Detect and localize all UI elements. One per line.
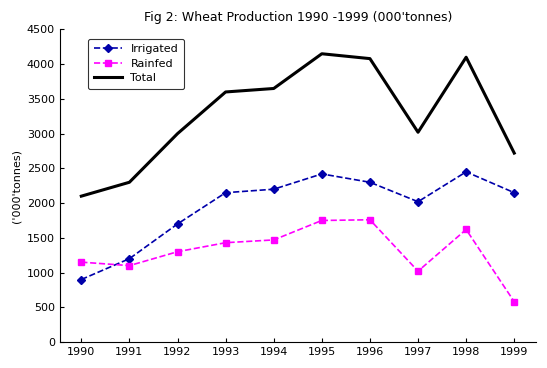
- Irrigated: [270, 187, 277, 191]
- Y-axis label: ('000'tonnes): ('000'tonnes): [11, 149, 21, 223]
- Total: [318, 52, 325, 56]
- Line: Irrigated: Irrigated: [79, 169, 517, 282]
- Total: [222, 90, 229, 94]
- Rainfed: [415, 269, 421, 273]
- Irrigated: [366, 180, 373, 184]
- Title: Fig 2: Wheat Production 1990 -1999 (000'tonnes): Fig 2: Wheat Production 1990 -1999 (000'…: [143, 11, 452, 24]
- Rainfed: [318, 218, 325, 223]
- Rainfed: [511, 300, 517, 304]
- Total: [366, 56, 373, 61]
- Rainfed: [270, 238, 277, 242]
- Rainfed: [126, 263, 133, 268]
- Total: [415, 130, 421, 134]
- Legend: Irrigated, Rainfed, Total: Irrigated, Rainfed, Total: [88, 39, 184, 89]
- Total: [463, 55, 469, 60]
- Irrigated: [126, 256, 133, 261]
- Rainfed: [78, 260, 85, 264]
- Irrigated: [78, 277, 85, 282]
- Irrigated: [463, 170, 469, 174]
- Rainfed: [222, 240, 229, 245]
- Irrigated: [511, 191, 517, 195]
- Total: [126, 180, 133, 184]
- Irrigated: [174, 222, 181, 226]
- Total: [270, 86, 277, 91]
- Total: [78, 194, 85, 198]
- Rainfed: [174, 250, 181, 254]
- Irrigated: [222, 191, 229, 195]
- Line: Total: Total: [82, 54, 514, 196]
- Rainfed: [366, 217, 373, 222]
- Total: [174, 131, 181, 136]
- Irrigated: [415, 199, 421, 204]
- Total: [511, 151, 517, 155]
- Rainfed: [463, 227, 469, 232]
- Irrigated: [318, 172, 325, 176]
- Line: Rainfed: Rainfed: [79, 217, 517, 304]
